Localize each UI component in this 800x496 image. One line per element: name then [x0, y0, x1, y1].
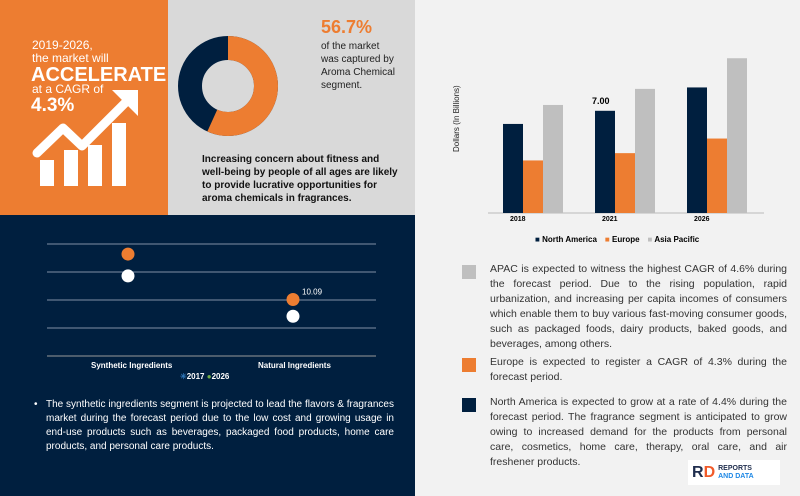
- donut-panel: 56.7% of the market was captured by Arom…: [168, 0, 415, 215]
- x-label-synthetic: Synthetic Ingredients: [91, 361, 173, 370]
- europe-note: Europe is expected to register a CAGR of…: [490, 356, 787, 383]
- bar-europe-2026: [707, 138, 727, 213]
- growth-chart-icon: [32, 90, 138, 186]
- bar-north-america-2021: [595, 110, 615, 213]
- insight-text: Increasing concern about fitness and wel…: [202, 154, 398, 204]
- europe-marker: [462, 358, 476, 372]
- regional-panel: Dollars (In Billions) 2018 2021 2026 7.0…: [415, 0, 800, 496]
- apac-marker: [462, 265, 476, 279]
- bar-europe-2021: [615, 153, 635, 213]
- legend-north-america: ■ North America: [535, 235, 597, 244]
- north-america-note: North America is expected to grow at a r…: [490, 396, 787, 468]
- headline-line2: the market will: [32, 51, 109, 65]
- legend-2026: 2026: [211, 372, 230, 381]
- bullet-text: The synthetic ingredients segment is pro…: [46, 399, 394, 452]
- legend-asia-pacific: ■ Asia Pacific: [647, 235, 700, 244]
- bar-north-america-2026: [687, 87, 707, 213]
- legend-2017: 2017: [186, 372, 205, 381]
- x-label-2018: 2018: [510, 216, 526, 223]
- x-label-2021: 2021: [602, 216, 618, 223]
- dot-2026-natural: [286, 292, 300, 306]
- bar-asia-pacific-2026: [727, 58, 747, 213]
- bar-asia-pacific-2021: [635, 88, 655, 213]
- donut-chart: [178, 36, 278, 136]
- headline-line3: at a CAGR of: [32, 82, 104, 96]
- cagr-panel: 2019-2026, the market will ACCELERATE at…: [0, 0, 168, 215]
- dot-legend: ✳2017 ●2026: [180, 372, 229, 381]
- cagr-value: 4.3%: [31, 95, 75, 116]
- headline-line1: 2019-2026,: [32, 38, 93, 52]
- apac-note: APAC is expected to witness the highest …: [490, 263, 787, 350]
- bar-europe-2018: [523, 160, 543, 213]
- data-label-natural-2026: 10.09: [302, 287, 323, 296]
- headline-emphasis: ACCELERATE: [31, 64, 167, 86]
- dot-2017-synthetic: [121, 269, 135, 283]
- donut-slice-aroma: [178, 36, 278, 136]
- north-america-marker: [462, 398, 476, 412]
- legend-marker-2017: ✳: [180, 372, 187, 381]
- ingredients-panel: 10.09 Synthetic Ingredients Natural Ingr…: [0, 215, 415, 496]
- dot-2017-natural: [286, 309, 300, 323]
- synthetic-bullet: • The synthetic ingredients segment is pr…: [34, 399, 394, 452]
- dot-2026-synthetic: [121, 247, 135, 261]
- ingredients-dot-chart: 10.09: [47, 243, 376, 357]
- bar-asia-pacific-2018: [543, 104, 563, 213]
- donut-value: 56.7%: [321, 17, 373, 37]
- x-label-2026: 2026: [694, 216, 710, 223]
- legend-marker-2026: ●: [206, 372, 212, 381]
- regional-bar-chart: [488, 58, 764, 214]
- bar-north-america-2018: [503, 123, 523, 213]
- donut-caption: of the market was captured by Aroma Chem…: [321, 41, 395, 91]
- reports-and-data-logo: RD REPORTS AND DATA: [688, 460, 780, 485]
- bar-legend: ■ North America ■ Europe ■ Asia Pacific: [535, 235, 699, 244]
- x-label-natural: Natural Ingredients: [258, 361, 331, 370]
- data-label-na-2021: 7.00: [592, 96, 610, 106]
- legend-europe: ■ Europe: [604, 235, 640, 244]
- y-axis-label: Dollars (In Billions): [452, 85, 461, 152]
